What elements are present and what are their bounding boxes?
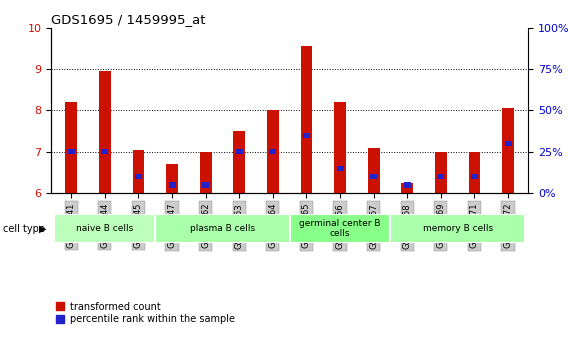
Text: naive B cells: naive B cells <box>76 224 133 233</box>
Bar <box>504 141 512 146</box>
Bar <box>267 110 279 193</box>
Bar <box>435 152 447 193</box>
Bar <box>55 214 155 243</box>
Bar <box>135 174 142 179</box>
Bar <box>303 132 310 138</box>
Bar <box>368 148 379 193</box>
Bar <box>404 182 411 188</box>
Text: GDS1695 / 1459995_at: GDS1695 / 1459995_at <box>51 13 206 27</box>
Text: germinal center B
cells: germinal center B cells <box>299 219 381 238</box>
Legend: transformed count, percentile rank within the sample: transformed count, percentile rank withi… <box>56 302 235 325</box>
Bar <box>290 214 390 243</box>
Bar <box>334 102 346 193</box>
Text: memory B cells: memory B cells <box>423 224 493 233</box>
Bar <box>471 174 478 179</box>
Bar <box>437 174 444 179</box>
Bar <box>402 183 413 193</box>
Text: cell type: cell type <box>3 224 45 234</box>
Bar <box>99 71 111 193</box>
Bar <box>390 214 525 243</box>
Bar <box>469 152 481 193</box>
Text: plasma B cells: plasma B cells <box>190 224 255 233</box>
Bar <box>169 182 176 188</box>
Bar <box>337 166 344 171</box>
Bar <box>502 108 514 193</box>
Bar <box>269 149 277 155</box>
Bar <box>202 182 209 188</box>
Text: ▶: ▶ <box>39 224 46 234</box>
Bar <box>236 149 243 155</box>
Bar <box>370 174 377 179</box>
Bar <box>166 164 178 193</box>
Bar <box>155 214 290 243</box>
Bar <box>300 46 312 193</box>
Bar <box>65 102 77 193</box>
Bar <box>101 149 108 155</box>
Bar <box>233 131 245 193</box>
Bar <box>68 149 75 155</box>
Bar <box>200 152 211 193</box>
Bar <box>132 150 144 193</box>
